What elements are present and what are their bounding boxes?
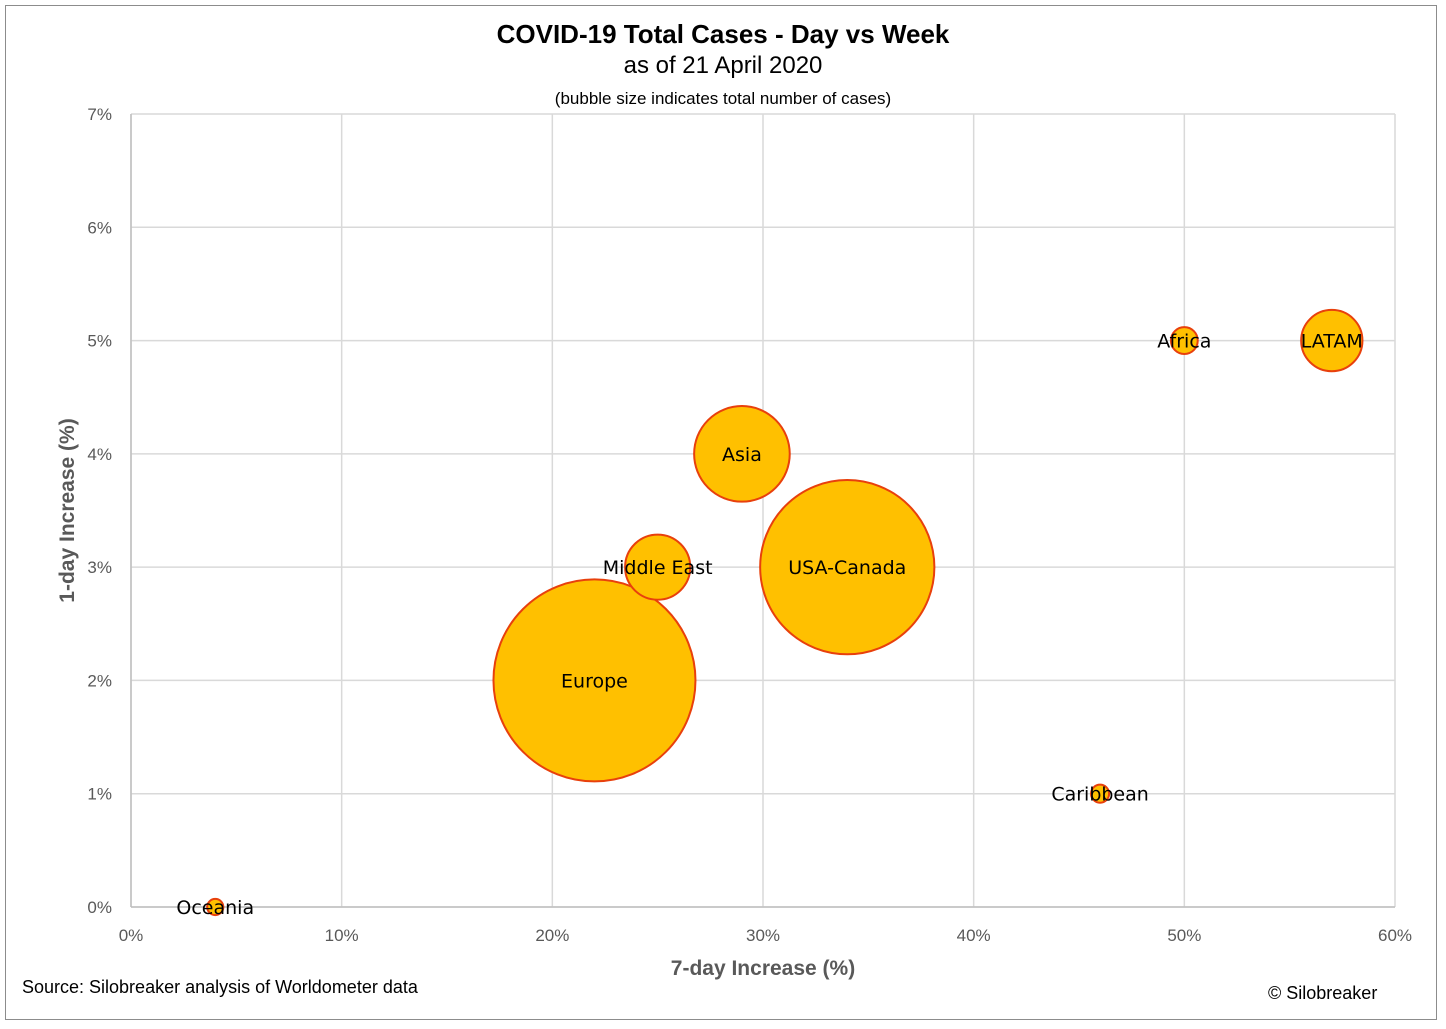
bubble-label: LATAM [1301,331,1363,353]
bubble-label: Middle East [603,557,713,579]
bubble [1169,326,1199,355]
x-tick-label: 10% [325,926,359,945]
y-tick-label: 0% [87,898,112,917]
bubble-label: Oceania [176,897,254,919]
x-tick-label: 30% [746,926,780,945]
bubble-label: USA-Canada [788,557,906,579]
bubble-label: Asia [722,444,762,466]
chart-subtitle: as of 21 April 2020 [623,52,823,79]
x-tick-label: 40% [957,926,991,945]
x-axis-title: 7-day Increase (%) [671,957,855,980]
x-tick-label: 20% [535,926,569,945]
bubble [492,578,697,783]
y-tick-label: 1% [87,785,112,804]
bubble [693,405,791,503]
copyright-note: © Silobreaker [1268,983,1378,1003]
x-tick-label: 0% [119,926,144,945]
bubble [206,897,225,917]
source-note: Source: Silobreaker analysis of Worldome… [22,977,418,997]
bubble-label: Caribbean [1051,784,1149,806]
x-tick-label: 60% [1378,926,1412,945]
y-axis-title: 1-day Increase (%) [56,418,79,602]
chart-note: (bubble size indicates total number of c… [554,89,892,108]
y-tick-label: 4% [87,445,112,464]
y-tick-label: 3% [87,558,112,577]
x-tick-label: 50% [1167,926,1201,945]
y-tick-label: 7% [87,105,112,124]
bubble [759,479,936,656]
bubble [624,533,692,601]
chart-title: COVID-19 Total Cases - Day vs Week [496,19,950,49]
y-tick-label: 5% [87,332,112,351]
bubble-label: Africa [1157,331,1211,353]
y-tick-label: 6% [87,218,112,237]
bubble [1300,308,1364,373]
bubble [1090,783,1111,804]
y-tick-label: 2% [87,671,112,690]
bubble-label: Europe [561,670,628,692]
chart-frame [5,5,1437,1020]
